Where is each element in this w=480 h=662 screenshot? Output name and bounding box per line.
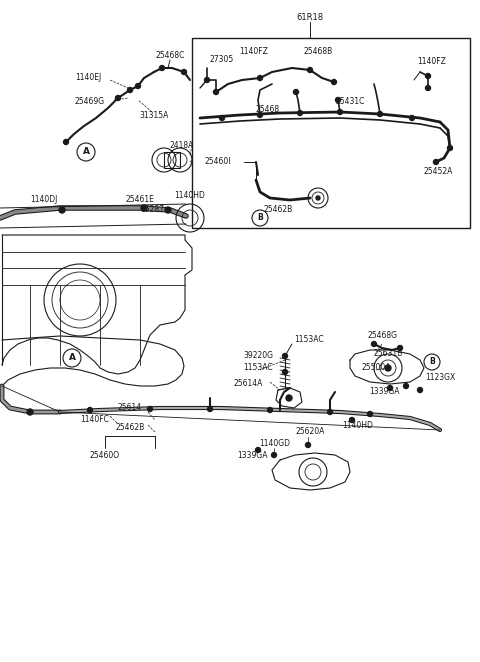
Text: 25468G: 25468G bbox=[367, 332, 397, 340]
Text: B: B bbox=[257, 214, 263, 222]
Text: 1140GD: 1140GD bbox=[260, 440, 290, 448]
Bar bbox=[164, 152, 180, 168]
Text: 25460O: 25460O bbox=[90, 451, 120, 459]
Circle shape bbox=[404, 383, 408, 389]
Circle shape bbox=[87, 408, 93, 412]
Circle shape bbox=[308, 68, 312, 73]
Circle shape bbox=[147, 406, 153, 412]
Circle shape bbox=[116, 95, 120, 101]
Circle shape bbox=[135, 83, 141, 89]
Circle shape bbox=[257, 75, 263, 81]
Text: 39220G: 39220G bbox=[243, 352, 273, 361]
Text: 27305: 27305 bbox=[210, 56, 234, 64]
Text: 1123GX: 1123GX bbox=[425, 373, 455, 383]
Text: 1140FC: 1140FC bbox=[81, 416, 109, 424]
Text: 25462B: 25462B bbox=[264, 205, 293, 214]
Circle shape bbox=[368, 412, 372, 416]
Circle shape bbox=[283, 354, 288, 359]
Circle shape bbox=[293, 89, 299, 95]
Text: 25468C: 25468C bbox=[156, 50, 185, 60]
Text: 25431C: 25431C bbox=[336, 97, 365, 107]
Circle shape bbox=[433, 160, 439, 164]
Text: 25452A: 25452A bbox=[423, 167, 453, 177]
Text: A: A bbox=[83, 148, 89, 156]
Bar bbox=[192, 38, 470, 228]
Circle shape bbox=[336, 97, 340, 103]
Circle shape bbox=[397, 346, 403, 350]
Circle shape bbox=[298, 111, 302, 115]
Circle shape bbox=[63, 140, 69, 144]
Circle shape bbox=[286, 395, 292, 401]
Circle shape bbox=[337, 109, 343, 115]
Circle shape bbox=[332, 79, 336, 85]
Circle shape bbox=[272, 453, 276, 457]
Text: 1153AC: 1153AC bbox=[243, 363, 273, 373]
Circle shape bbox=[447, 146, 453, 150]
Circle shape bbox=[255, 448, 261, 453]
Text: 1339GA: 1339GA bbox=[237, 451, 267, 461]
Text: 1140FZ: 1140FZ bbox=[418, 58, 446, 66]
Text: 1140HD: 1140HD bbox=[175, 191, 205, 201]
Circle shape bbox=[204, 77, 209, 83]
Text: 2418A: 2418A bbox=[170, 142, 194, 150]
Text: 25500A: 25500A bbox=[361, 363, 391, 373]
Circle shape bbox=[327, 410, 333, 414]
Text: B: B bbox=[429, 357, 435, 367]
Text: 1140HD: 1140HD bbox=[343, 422, 373, 430]
Circle shape bbox=[425, 73, 431, 79]
Circle shape bbox=[207, 406, 213, 412]
Text: 25614: 25614 bbox=[118, 404, 142, 412]
Circle shape bbox=[267, 408, 273, 412]
Circle shape bbox=[159, 66, 165, 70]
Text: 1153AC: 1153AC bbox=[294, 336, 324, 344]
Circle shape bbox=[425, 85, 431, 91]
Circle shape bbox=[27, 409, 33, 415]
Text: 25620A: 25620A bbox=[295, 428, 324, 436]
Circle shape bbox=[59, 207, 65, 213]
Circle shape bbox=[141, 205, 147, 211]
Text: 1140FZ: 1140FZ bbox=[240, 48, 268, 56]
Text: 25631B: 25631B bbox=[373, 350, 403, 359]
Text: 31315A: 31315A bbox=[139, 111, 168, 120]
Circle shape bbox=[219, 115, 225, 120]
Text: 1140DJ: 1140DJ bbox=[30, 195, 58, 205]
Circle shape bbox=[377, 111, 383, 117]
Text: 1339GA: 1339GA bbox=[369, 387, 399, 397]
Circle shape bbox=[305, 442, 311, 448]
Text: A: A bbox=[69, 354, 75, 363]
Circle shape bbox=[372, 342, 376, 346]
Text: 25614A: 25614A bbox=[233, 379, 263, 389]
Circle shape bbox=[418, 387, 422, 393]
Circle shape bbox=[257, 113, 263, 117]
Circle shape bbox=[283, 369, 288, 375]
Text: 25461E: 25461E bbox=[126, 195, 155, 205]
Text: 25460I: 25460I bbox=[205, 158, 231, 167]
Text: 25469G: 25469G bbox=[75, 97, 105, 107]
Circle shape bbox=[128, 87, 132, 93]
Circle shape bbox=[409, 115, 415, 120]
Circle shape bbox=[214, 89, 218, 95]
Text: 25462B: 25462B bbox=[115, 424, 144, 432]
Text: 1140EJ: 1140EJ bbox=[75, 73, 101, 83]
Text: 25468: 25468 bbox=[256, 105, 280, 115]
Circle shape bbox=[316, 196, 320, 200]
Text: 25468B: 25468B bbox=[303, 48, 333, 56]
Text: 61R18: 61R18 bbox=[297, 13, 324, 23]
Text: 15287: 15287 bbox=[140, 205, 164, 214]
Circle shape bbox=[387, 385, 393, 391]
Circle shape bbox=[165, 207, 171, 213]
Circle shape bbox=[385, 365, 391, 371]
Circle shape bbox=[181, 70, 187, 75]
Circle shape bbox=[349, 418, 355, 422]
